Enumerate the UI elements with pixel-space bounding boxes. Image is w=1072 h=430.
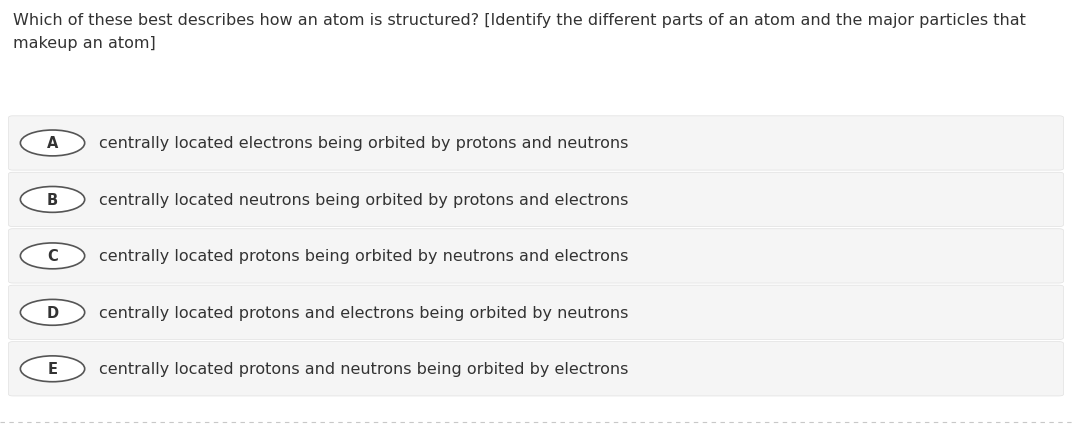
Text: D: D bbox=[46, 305, 59, 320]
Text: centrally located protons being orbited by neutrons and electrons: centrally located protons being orbited … bbox=[99, 249, 628, 264]
Text: centrally located electrons being orbited by protons and neutrons: centrally located electrons being orbite… bbox=[99, 136, 628, 151]
FancyBboxPatch shape bbox=[9, 286, 1063, 340]
Circle shape bbox=[20, 187, 85, 213]
Text: centrally located neutrons being orbited by protons and electrons: centrally located neutrons being orbited… bbox=[99, 193, 628, 207]
Circle shape bbox=[20, 300, 85, 326]
FancyBboxPatch shape bbox=[9, 117, 1063, 171]
Text: Which of these best describes how an atom is structured? [Identify the different: Which of these best describes how an ato… bbox=[13, 13, 1026, 51]
Circle shape bbox=[20, 243, 85, 269]
Text: centrally located protons and electrons being orbited by neutrons: centrally located protons and electrons … bbox=[99, 305, 628, 320]
Text: E: E bbox=[47, 362, 58, 376]
Text: centrally located protons and neutrons being orbited by electrons: centrally located protons and neutrons b… bbox=[99, 362, 628, 376]
Circle shape bbox=[20, 356, 85, 382]
FancyBboxPatch shape bbox=[9, 173, 1063, 227]
FancyBboxPatch shape bbox=[9, 342, 1063, 396]
Text: B: B bbox=[47, 193, 58, 207]
Text: A: A bbox=[47, 136, 58, 151]
Text: C: C bbox=[47, 249, 58, 264]
FancyBboxPatch shape bbox=[9, 229, 1063, 283]
Circle shape bbox=[20, 131, 85, 157]
